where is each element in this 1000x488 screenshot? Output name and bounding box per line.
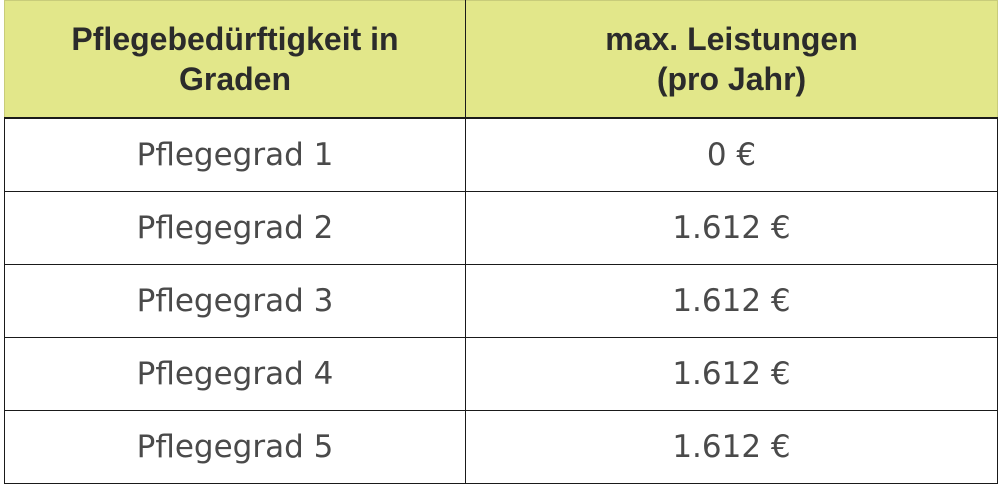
amount-cell: 1.612 € — [465, 337, 998, 411]
table-row: Pflegegrad 4 1.612 € — [4, 337, 998, 411]
header-care-level-line1: Pflegebedürftigkeit in — [71, 21, 399, 57]
amount-cell: 0 € — [465, 117, 998, 192]
grade-cell: Pflegegrad 3 — [4, 264, 466, 338]
header-max-benefits-line1: max. Leistungen — [605, 21, 858, 57]
amount-cell: 1.612 € — [465, 410, 998, 484]
amount-cell: 1.612 € — [465, 191, 998, 265]
header-row: Pflegebedürftigkeit in Graden max. Leist… — [4, 0, 998, 119]
header-max-benefits-line2: (pro Jahr) — [656, 61, 807, 97]
grade-cell: Pflegegrad 1 — [4, 117, 466, 192]
table-header: Pflegebedürftigkeit in Graden max. Leist… — [4, 0, 998, 119]
grade-cell: Pflegegrad 2 — [4, 191, 466, 265]
table-row: Pflegegrad 2 1.612 € — [4, 191, 998, 265]
grade-cell: Pflegegrad 5 — [4, 410, 466, 484]
grade-cell: Pflegegrad 4 — [4, 337, 466, 411]
table-row: Pflegegrad 3 1.612 € — [4, 264, 998, 338]
table-row: Pflegegrad 1 0 € — [4, 117, 998, 192]
benefits-table: Pflegebedürftigkeit in Graden max. Leist… — [4, 0, 998, 484]
amount-cell: 1.612 € — [465, 264, 998, 338]
table-body: Pflegegrad 1 0 € Pflegegrad 2 1.612 € Pf… — [4, 117, 998, 484]
header-care-level: Pflegebedürftigkeit in Graden — [4, 0, 466, 119]
benefits-table-container: Pflegebedürftigkeit in Graden max. Leist… — [4, 0, 998, 488]
table-row: Pflegegrad 5 1.612 € — [4, 410, 998, 484]
header-care-level-line2: Graden — [178, 61, 292, 97]
header-max-benefits: max. Leistungen (pro Jahr) — [465, 0, 998, 119]
